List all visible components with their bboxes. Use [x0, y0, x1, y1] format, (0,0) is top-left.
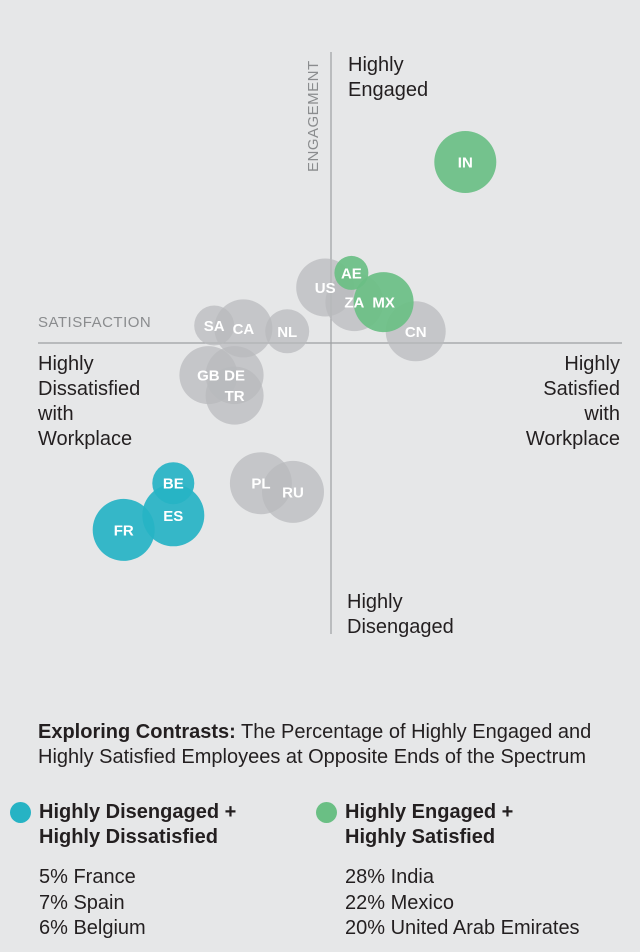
x-axis-title: SATISFACTION — [38, 314, 151, 331]
legend-disengaged-swatch — [10, 802, 31, 823]
svg-text:Highly: Highly — [38, 353, 94, 375]
bubble-label-be: BE — [163, 476, 184, 493]
bubble-label-fr: FR — [114, 522, 134, 539]
legend-engaged-list: 28% India 22% Mexico 20% United Arab Emi… — [345, 865, 580, 942]
bubble-tr — [205, 366, 264, 425]
legend-engaged-title: Highly Engaged + Highly Satisfied — [345, 801, 514, 848]
bubble-ru — [262, 460, 324, 523]
bubble-label-tr: TR — [225, 388, 245, 405]
svg-text:Disengaged: Disengaged — [347, 616, 454, 638]
svg-text:Workplace: Workplace — [38, 428, 132, 450]
bubble-label-mx: MX — [372, 295, 395, 312]
bubble-label-in: IN — [458, 155, 473, 172]
top-quadrant-label: Highly Engaged — [348, 54, 428, 101]
bubble-label-pl: PL — [251, 476, 270, 493]
bubble-label-ru: RU — [282, 484, 304, 501]
y-axis-title: ENGAGEMENT — [305, 60, 322, 172]
chart-headline: Exploring Contrasts: The Percentage of H… — [38, 720, 638, 770]
headline-bold: Exploring Contrasts: — [38, 721, 236, 743]
quadrant-bubble-chart: ENGAGEMENT SATISFACTION Highly Engaged H… — [37, 52, 622, 638]
bubble-label-es: ES — [163, 508, 183, 525]
bubble-nl — [265, 309, 310, 354]
bubble-label-ca: CA — [233, 321, 255, 338]
svg-text:Highly: Highly — [347, 591, 403, 613]
left-quadrant-label: Highly Dissatisfied with Workplace — [37, 353, 140, 450]
legend-item: 5% France — [39, 866, 136, 888]
legend-item: 28% India — [345, 866, 434, 888]
bubble-ae — [334, 255, 369, 290]
bubble-label-layer: IN US ZA CN AE MX SA CA NL GB DE TR PL RU BE ES FR — [114, 155, 473, 540]
legend-engaged-swatch — [316, 802, 337, 823]
bubble-label-cn: CN — [405, 324, 427, 341]
bubble-label-nl: NL — [277, 324, 297, 341]
bubble-label-gb: GB — [197, 368, 220, 385]
legend-item: 20% United Arab Emirates — [345, 917, 580, 939]
svg-text:Engaged: Engaged — [348, 79, 428, 101]
legend-disengaged-list: 5% France 7% Spain 6% Belgium — [39, 865, 236, 942]
right-quadrant-label: Highly Satisfied with Workplace — [526, 353, 620, 450]
bubble-label-ae: AE — [341, 265, 362, 282]
svg-text:Workplace: Workplace — [526, 428, 620, 450]
svg-text:with: with — [583, 403, 620, 425]
legend-disengaged: Highly Disengaged + Highly Dissatisfied … — [10, 800, 236, 942]
bubble-ca — [214, 299, 273, 358]
legend-item: 6% Belgium — [39, 917, 146, 939]
bubble-layer — [92, 131, 497, 561]
legend-item: 22% Mexico — [345, 891, 454, 914]
bubble-mx — [353, 272, 414, 333]
svg-text:with: with — [37, 403, 74, 425]
bubble-label-us: US — [315, 280, 336, 297]
bubble-label-sa: SA — [204, 318, 225, 335]
svg-text:Highly: Highly — [564, 353, 620, 375]
legend-item: 7% Spain — [39, 891, 125, 914]
svg-text:Highly: Highly — [348, 54, 404, 76]
legend-disengaged-title: Highly Disengaged + Highly Dissatisfied — [39, 801, 237, 848]
bubble-es — [142, 484, 205, 547]
headline-text: The Percentage of Highly Engaged and Hig… — [38, 721, 592, 768]
legend-engaged: Highly Engaged + Highly Satisfied 28% In… — [316, 800, 580, 942]
bottom-quadrant-label: Highly Disengaged — [347, 591, 454, 638]
bubble-label-za: ZA — [344, 295, 364, 312]
bubble-in — [434, 131, 497, 193]
bubble-label-de: DE — [224, 368, 245, 385]
svg-text:Satisfied: Satisfied — [543, 378, 620, 400]
svg-text:Dissatisfied: Dissatisfied — [38, 378, 140, 400]
bubble-fr — [92, 498, 155, 561]
